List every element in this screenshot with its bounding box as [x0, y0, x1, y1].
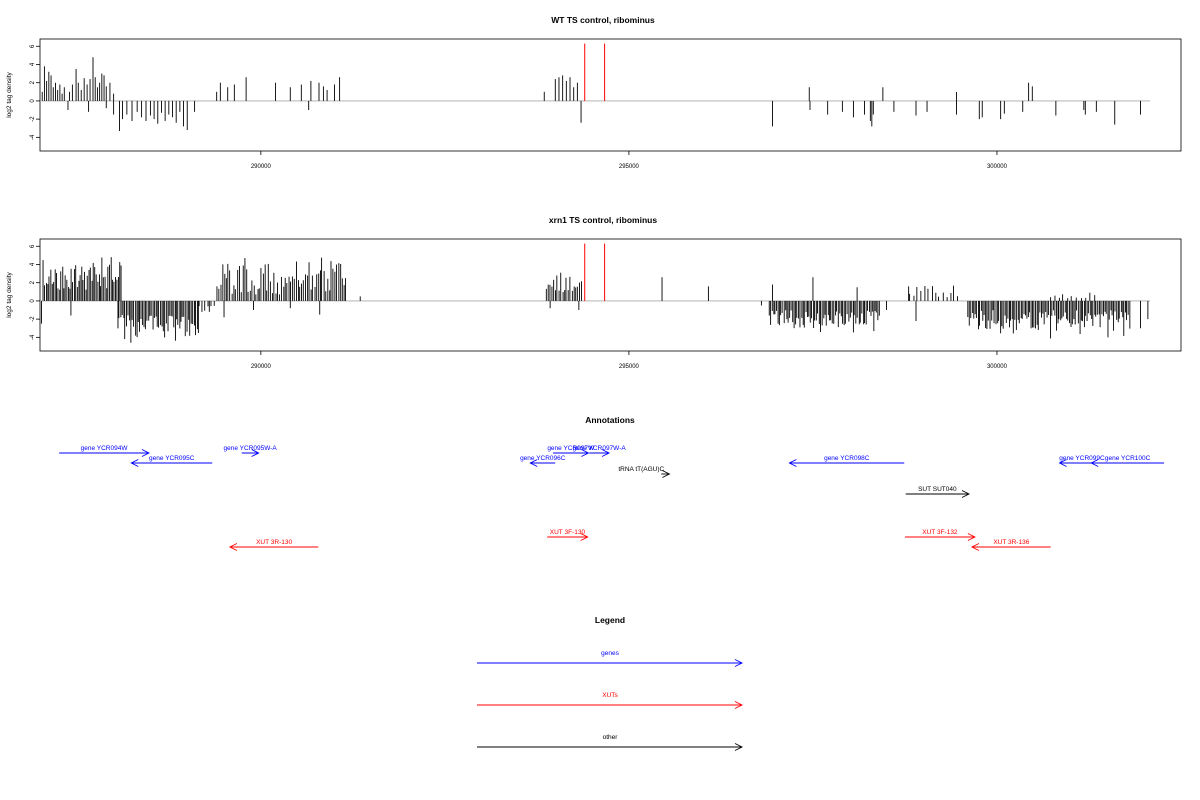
wt-y-tick-label: 4 [30, 62, 36, 66]
xrn1-x-tick-label: 300000 [987, 364, 1008, 370]
xrn1-y-tick-label: -2 [30, 316, 36, 322]
legend-entry-label: genes [601, 650, 619, 657]
xrn1-y-tick-label: -4 [30, 334, 36, 340]
xrn1-x-tick-label: 295000 [619, 364, 640, 370]
annotation-label: tRNA tT(AGU)C [618, 466, 664, 473]
annotation-arrow-head [228, 543, 238, 551]
xrn1-density-bars [41, 257, 1149, 343]
wt-y-tick-label: -4 [30, 134, 36, 140]
annotation-label: gene YCR097W [547, 445, 595, 452]
wt-y-tick-label: 0 [30, 99, 36, 103]
wt-x-tick-label: 290000 [251, 164, 272, 170]
annotation-label: XUT 3R-136 [993, 539, 1029, 546]
annotation-label: gene YCR099C [1059, 455, 1105, 462]
annotation-arrow-head [1058, 459, 1067, 467]
xrn1-y-tick-label: 0 [30, 299, 36, 303]
xrn1-highlight-lines [584, 243, 606, 301]
wt-density-panel: WT TS control, ribominus log2 tag densit… [6, 15, 1182, 170]
xrn1-y-tick-label: 6 [30, 244, 36, 248]
annotation-arrow-head [1090, 459, 1099, 467]
annotation-arrow-head [961, 490, 971, 498]
xrn1-plot-frame [39, 238, 1182, 352]
wt-x-tick-label: 295000 [619, 164, 640, 170]
annotation-label: gene YCR094W [81, 445, 129, 452]
legend-entries: genes XUTs other [477, 650, 744, 751]
annotation-features: gene YCR094W gene YCR095C gene YCR095W-A ge… [59, 445, 1165, 551]
xrn1-y-tick-label: 4 [30, 262, 36, 266]
wt-y-tick-label: -2 [30, 116, 36, 122]
xrn1-y-ticks: -4 -2 0 2 4 6 [30, 244, 40, 340]
annotation-label: gene YCR095C [149, 455, 195, 462]
xrn1-y-axis-label: log2 tag density [6, 271, 13, 317]
annotation-label: SUT SUT040 [918, 486, 957, 493]
annotation-label: gene YCR098C [824, 455, 870, 462]
annotation-arrow-head [141, 449, 150, 457]
wt-y-tick-label: 6 [30, 44, 36, 48]
legend-entry-label: other [603, 734, 619, 741]
wt-plot-frame [39, 38, 1182, 152]
annotations-title: Annotations [585, 415, 635, 425]
wt-panel-title: WT TS control, ribominus [551, 15, 655, 25]
annotation-label: XUT 3F-132 [922, 529, 958, 536]
annotation-label: XUT 3F-130 [550, 529, 586, 536]
annotation-arrow-head [970, 543, 980, 551]
legend-arrow-head [734, 743, 744, 751]
annotation-arrow-head [130, 459, 139, 467]
annotation-label: gene YCR095W-A [224, 445, 278, 452]
legend-arrow-head [734, 659, 744, 667]
wt-x-ticks: 290000 295000 300000 [251, 151, 1008, 170]
xrn1-panel-title: xrn1 TS control, ribominus [549, 215, 657, 225]
wt-y-tick-label: 2 [30, 80, 36, 84]
xrn1-x-tick-label: 290000 [251, 364, 272, 370]
legend: Legend genes XUTs other [477, 615, 744, 751]
xrn1-density-panel: xrn1 TS control, ribominus log2 tag dens… [6, 215, 1182, 370]
annotation-label: gene YCR100C [1105, 455, 1151, 462]
annotation-arrow-head [580, 533, 589, 541]
annotation-label: XUT 3R-130 [256, 539, 292, 546]
annotation-arrow-head [601, 449, 611, 457]
xrn1-y-tick-label: 2 [30, 280, 36, 284]
annotation-arrow-head [581, 449, 590, 457]
legend-entry-label: XUTs [602, 692, 618, 699]
annotation-arrow-head [251, 449, 260, 457]
wt-y-axis-label: log2 tag density [6, 71, 13, 117]
annotation-label: gene YCR096C [520, 455, 566, 462]
wt-x-tick-label: 300000 [987, 164, 1008, 170]
wt-highlight-lines [584, 43, 606, 101]
wt-density-bars [41, 57, 1141, 131]
xrn1-x-ticks: 290000 295000 300000 [251, 351, 1008, 370]
wt-y-ticks: -4 -2 0 2 4 6 [30, 44, 40, 140]
annotation-arrow-head [529, 459, 538, 467]
annotation-label: gene YCR097W-A [572, 445, 626, 452]
annotation-arrow-head [788, 459, 797, 467]
legend-arrow-head [734, 701, 744, 709]
annotation-arrow-head [967, 533, 976, 541]
legend-title: Legend [595, 615, 625, 625]
annotation-arrow-head [662, 470, 671, 478]
